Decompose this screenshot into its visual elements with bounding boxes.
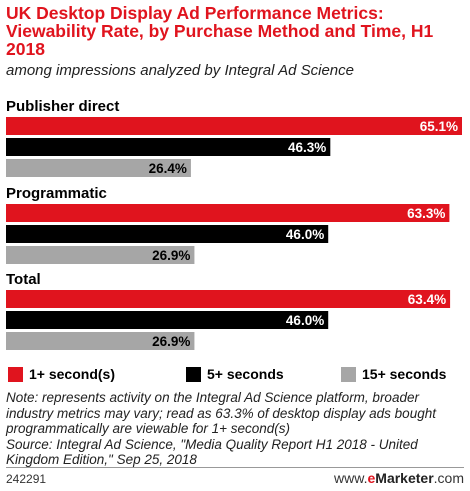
data-label: 63.3% — [407, 206, 445, 221]
legend-label: 1+ second(s) — [29, 366, 115, 382]
legend-label: 15+ seconds — [362, 366, 447, 382]
legend-swatch-red — [8, 366, 23, 382]
bar — [6, 117, 462, 135]
category-label: Programmatic — [6, 185, 107, 202]
legend-swatch-black — [186, 366, 201, 382]
emarketer-logo: www.eMarketer.com — [334, 470, 464, 486]
brand-suffix: .com — [433, 470, 464, 486]
chart-title: UK Desktop Display Ad Performance Metric… — [6, 3, 434, 59]
chart-subtitle: among impressions analyzed by Integral A… — [6, 62, 354, 79]
bar — [6, 332, 195, 350]
data-label: 26.4% — [149, 161, 187, 176]
data-label: 65.1% — [420, 119, 458, 134]
data-label: 26.9% — [152, 334, 190, 349]
data-label: 26.9% — [152, 248, 190, 263]
chart-legend: 1+ second(s) 5+ seconds 15+ seconds — [8, 366, 464, 384]
bar — [6, 204, 450, 222]
data-label: 46.3% — [288, 140, 326, 155]
chart-notes: Note: represents activity on the Integra… — [6, 390, 464, 468]
bar — [6, 246, 195, 264]
brand-name: Marketer — [375, 470, 434, 486]
note-text: Note: represents activity on the Integra… — [6, 390, 436, 436]
legend-swatch-gray — [341, 366, 356, 382]
chart-id: 242291 — [6, 472, 47, 486]
legend-item-1-second: 1+ second(s) — [8, 366, 115, 382]
category-label: Publisher direct — [6, 98, 119, 115]
data-label: 63.4% — [408, 292, 446, 307]
category-label: Total — [6, 271, 41, 288]
bar — [6, 311, 329, 329]
bar — [6, 290, 451, 308]
source-text: Source: Integral Ad Science, "Media Qual… — [6, 436, 418, 468]
data-label: 46.0% — [286, 227, 324, 242]
bar — [6, 138, 331, 156]
legend-label: 5+ seconds — [207, 366, 284, 382]
footer-divider — [6, 467, 464, 468]
bar — [6, 225, 329, 243]
bar — [6, 159, 191, 177]
brand-prefix: www. — [334, 470, 368, 486]
legend-item-5-seconds: 5+ seconds — [186, 366, 284, 382]
brand-e: e — [367, 470, 376, 486]
legend-item-15-seconds: 15+ seconds — [341, 366, 446, 382]
data-label: 46.0% — [286, 313, 324, 328]
